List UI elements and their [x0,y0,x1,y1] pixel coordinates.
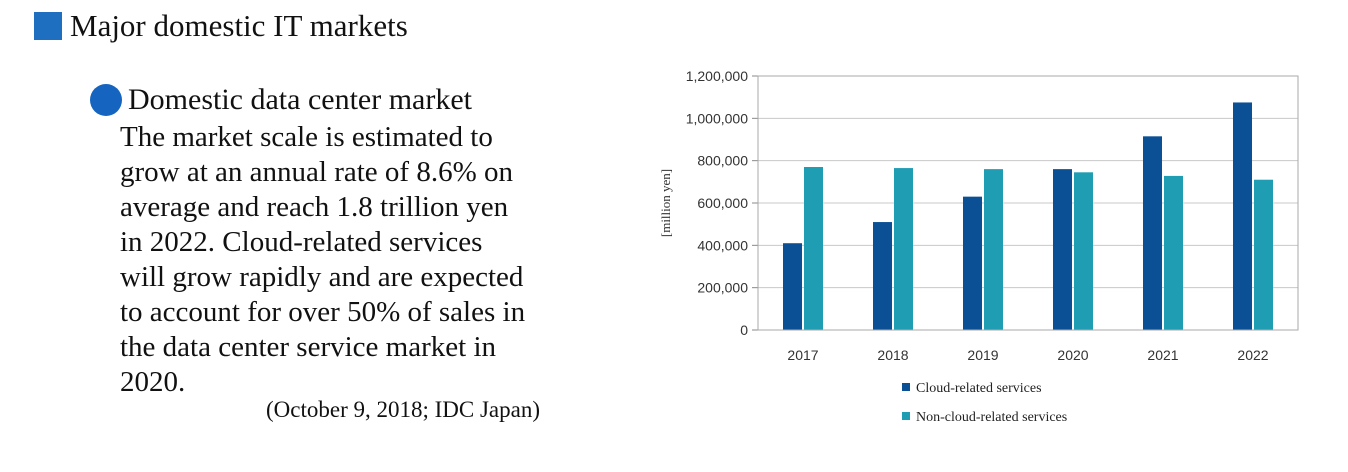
section-body: The market scale is estimated to grow at… [120,120,620,400]
y-tick-label: 600,000 [697,195,748,211]
x-tick-label: 2017 [787,347,818,363]
bar-cloud-related [963,196,982,330]
body-line: The market scale is estimated to [120,121,493,153]
x-tick-label: 2022 [1237,347,1268,363]
x-tick-label: 2020 [1057,347,1088,363]
bar-non-cloud-related [894,168,913,330]
y-tick-label: 1,200,000 [686,68,748,84]
legend-swatch-non-cloud [902,412,910,420]
x-tick-label: 2021 [1147,347,1178,363]
bar-non-cloud-related [984,169,1003,330]
bar-non-cloud-related [1164,175,1183,330]
blue-circle-bullet-icon [90,84,122,116]
y-axis-ticks: 0 200,000 400,000 600,000 800,000 1,000,000 1,… [686,68,749,338]
x-tick-label: 2019 [967,347,998,363]
x-axis-ticks: 2017 2018 2019 2020 2021 2022 [787,347,1268,363]
legend-label-non-cloud: Non-cloud-related services [916,410,1067,425]
y-tick-label: 800,000 [697,153,748,169]
y-tick-label: 0 [740,322,748,338]
body-line: grow at an annual rate of 8.6% on [120,156,513,188]
body-line: 2020. [120,366,186,398]
page-heading: Major domestic IT markets [34,8,408,44]
bar-cloud-related [783,243,802,330]
legend-label-cloud: Cloud-related services [916,381,1042,396]
page-title: Major domestic IT markets [70,8,408,43]
body-line: average and reach 1.8 trillion yen [120,191,509,223]
source-citation: (October 9, 2018; IDC Japan) [266,397,541,422]
x-tick-label: 2018 [877,347,908,363]
bar-cloud-related [1053,169,1072,330]
chart-bars [783,102,1273,330]
bar-cloud-related [873,222,892,330]
body-line: will grow rapidly and are expected [120,261,524,293]
plot-frame [757,75,1299,331]
bar-non-cloud-related [1254,179,1273,330]
chart-gridlines [752,75,1298,331]
bar-cloud-related [1143,136,1162,330]
y-axis-label: [million yen] [658,169,673,237]
y-tick-label: 200,000 [697,280,748,296]
body-line: the data center service market in [120,331,496,363]
bar-non-cloud-related [804,167,823,330]
chart-legend: Cloud-related services Non-cloud-related … [902,381,1067,425]
body-line: to account for over 50% of sales in [120,296,526,328]
legend-swatch-cloud [902,383,910,391]
blue-square-bullet-icon [34,12,62,40]
y-tick-label: 1,000,000 [686,110,748,126]
body-line: in 2022. Cloud-related services [120,226,483,258]
section-title: Domestic data center market [128,83,473,116]
bar-chart: 0 200,000 400,000 600,000 800,000 1,000,000 1,… [658,68,1299,425]
y-tick-label: 400,000 [697,237,748,253]
bar-cloud-related [1233,102,1252,330]
bar-non-cloud-related [1074,172,1093,330]
section-heading: Domestic data center market [90,82,472,118]
